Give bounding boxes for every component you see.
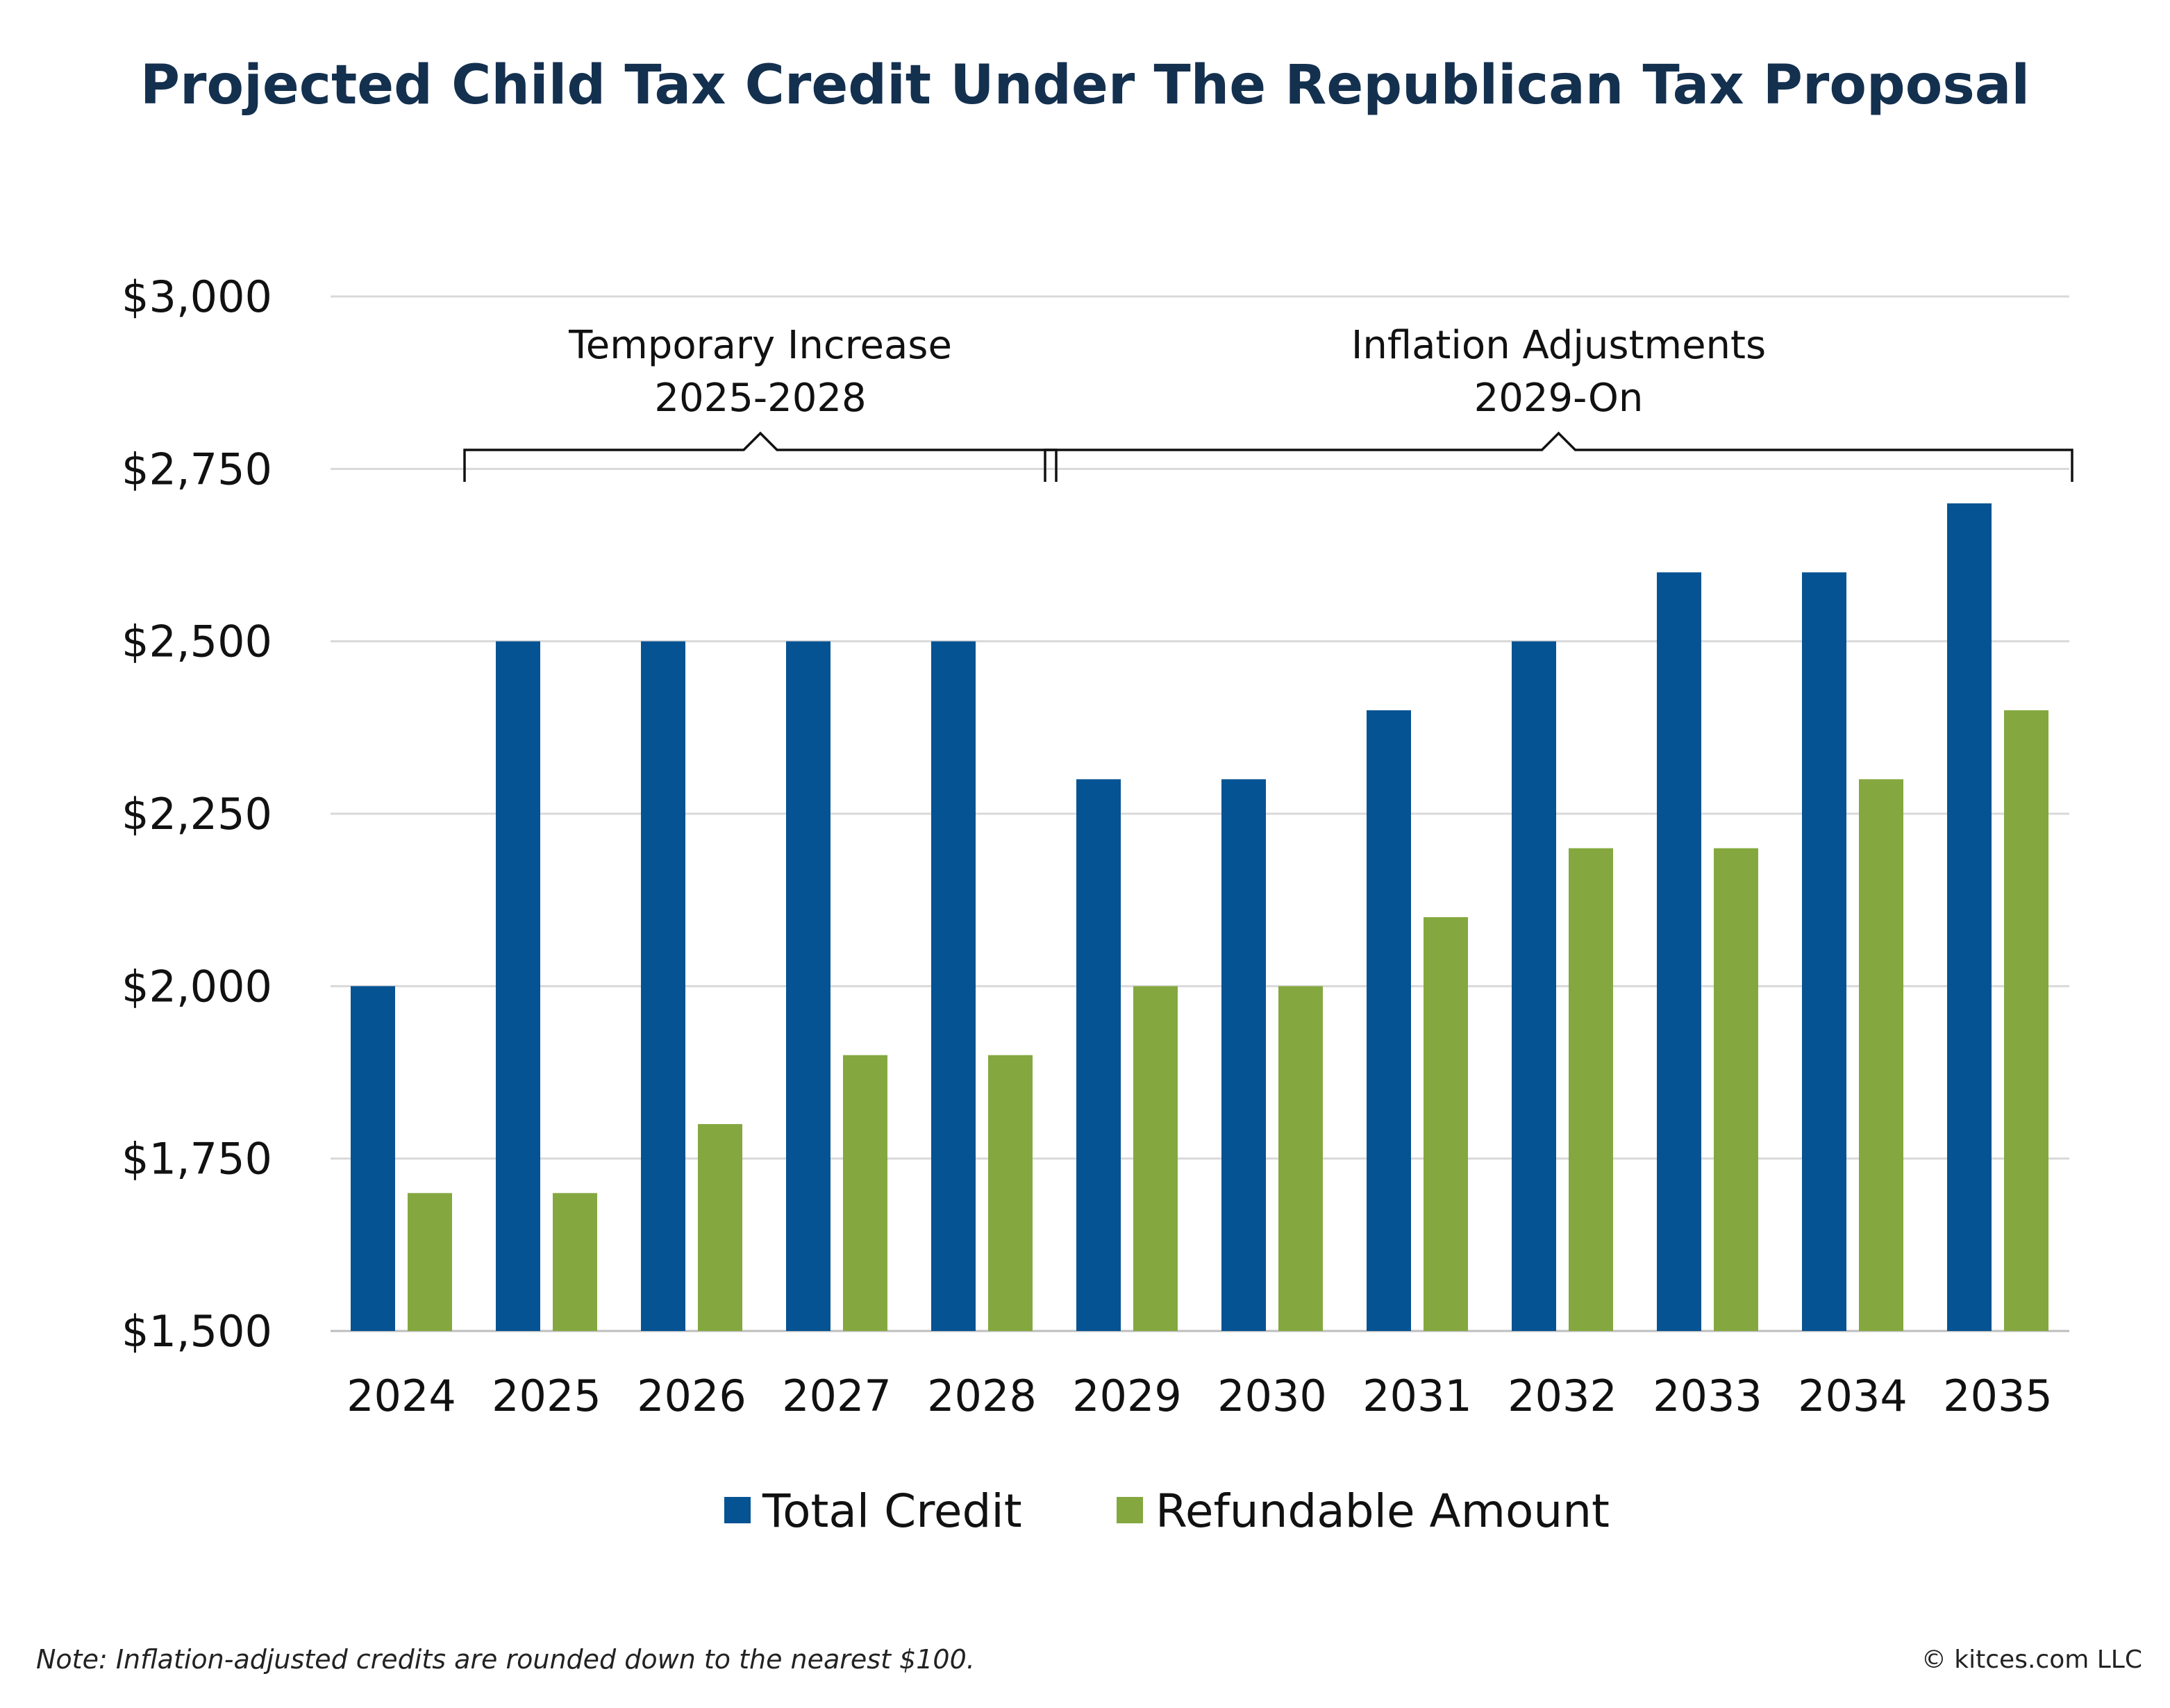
y-tick-label: $1,750 (122, 1134, 272, 1184)
y-axis-ticks: $1,500 $1,750 $2,000 $2,250 $2,500 $2,750 $3,0… (122, 271, 272, 1357)
annotation-bracket (1044, 431, 2073, 482)
bar-total-credit (351, 986, 395, 1331)
bar-total-credit (1947, 503, 1992, 1331)
legend: Total Credit Refundable Amount (724, 1484, 1610, 1538)
bar-total-credit (1802, 572, 1846, 1332)
y-tick-label: $2,500 (122, 617, 272, 667)
legend-swatch (1117, 1497, 1143, 1523)
x-tick-label: 2032 (1508, 1371, 1617, 1421)
x-tick-label: 2024 (347, 1371, 456, 1421)
bar-total-credit (1367, 710, 1411, 1331)
x-axis-ticks: 2024 2025 2026 2027 2028 2029 2030 2031 2032 2033… (347, 1371, 2053, 1421)
y-tick-label: $1,500 (122, 1306, 272, 1357)
bar-total-credit (786, 641, 831, 1331)
annotations: Temporary Increase 2025-2028 Inflation Adj… (463, 323, 2073, 482)
y-tick-label: $2,000 (122, 961, 272, 1012)
annotation-label: Inflation Adjustments (1351, 323, 1766, 368)
bar-total-credit (1221, 779, 1266, 1331)
annotation-label: Temporary Increase (568, 323, 952, 368)
bar-refundable-amount (1859, 779, 1903, 1331)
x-tick-label: 2030 (1217, 1371, 1327, 1421)
bar-refundable-amount (1424, 917, 1468, 1331)
bar-refundable-amount (1714, 848, 1758, 1331)
bar-refundable-amount (1278, 986, 1323, 1331)
x-tick-label: 2026 (637, 1371, 746, 1421)
copyright: © kitces.com LLC (1921, 1646, 2142, 1674)
bar-total-credit (1076, 779, 1121, 1331)
x-tick-label: 2029 (1072, 1371, 1182, 1421)
bar-total-credit (931, 641, 976, 1331)
annotation-bracket (463, 431, 1058, 482)
y-tick-label: $2,750 (122, 444, 272, 494)
bar-total-credit (496, 641, 540, 1331)
bar-total-credit (641, 641, 685, 1331)
chart-title: Projected Child Tax Credit Under The Rep… (140, 54, 2030, 117)
legend-label: Total Credit (762, 1484, 1022, 1538)
gridlines (331, 295, 2069, 1332)
bar-refundable-amount (1133, 986, 1178, 1331)
bar-total-credit (1657, 572, 1701, 1332)
footnote: Note: Inflation-adjusted credits are rou… (36, 1644, 975, 1675)
bar-refundable-amount (988, 1055, 1033, 1331)
bar-refundable-amount (1569, 848, 1613, 1331)
x-tick-label: 2034 (1798, 1371, 1908, 1421)
x-tick-label: 2027 (782, 1371, 892, 1421)
legend-swatch (724, 1497, 751, 1523)
x-tick-label: 2035 (1943, 1371, 2053, 1421)
bar-refundable-amount (698, 1124, 742, 1331)
x-tick-label: 2025 (492, 1371, 601, 1421)
bar-refundable-amount (2004, 710, 2048, 1331)
x-tick-label: 2028 (927, 1371, 1037, 1421)
legend-label: Refundable Amount (1155, 1484, 1610, 1538)
x-tick-label: 2031 (1362, 1371, 1472, 1421)
bars (351, 503, 2048, 1332)
y-tick-label: $2,250 (122, 789, 272, 839)
bar-refundable-amount (843, 1055, 887, 1331)
bar-total-credit (1512, 641, 1556, 1331)
annotation-range: 2029-On (1474, 376, 1644, 421)
bar-refundable-amount (408, 1193, 452, 1331)
annotation-range: 2025-2028 (654, 376, 866, 421)
x-tick-label: 2033 (1653, 1371, 1762, 1421)
bar-refundable-amount (553, 1193, 597, 1331)
y-tick-label: $3,000 (122, 271, 272, 322)
